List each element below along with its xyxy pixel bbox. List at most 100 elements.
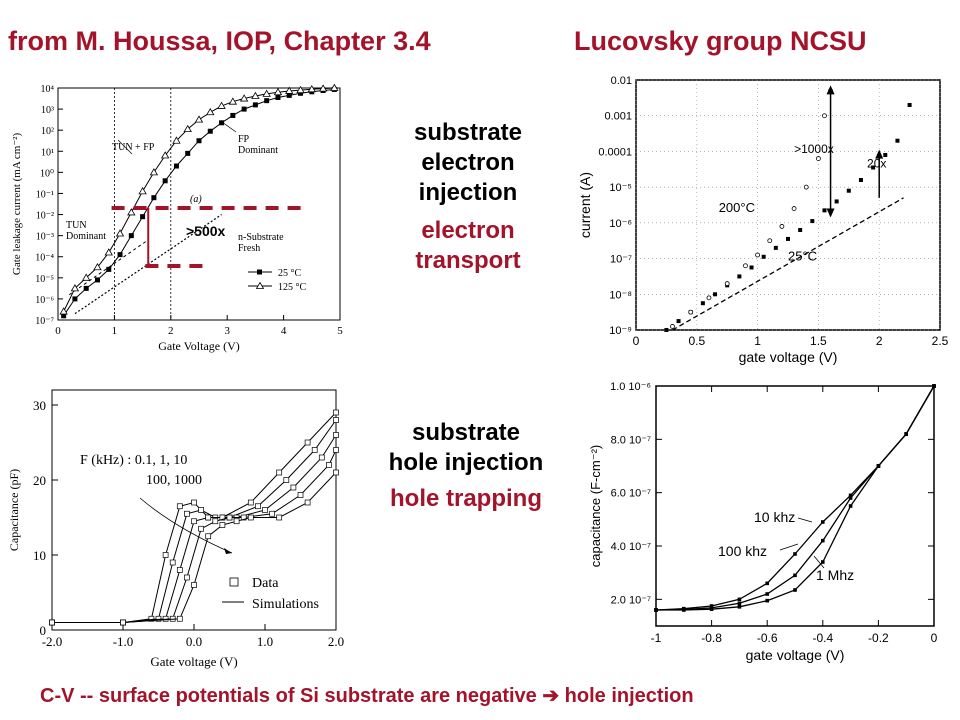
open-circle-marker — [803, 184, 809, 190]
mid-bottom-line2: hole injection — [388, 449, 544, 476]
x-tick-label: -0.4 — [812, 631, 833, 645]
open-circle-marker — [688, 309, 694, 315]
temperature-200c-label: 200°C — [719, 200, 755, 215]
y-axis-label: Gate leakage current (mA cm⁻²) — [11, 133, 23, 276]
fp-dominant-annotation: Dominant — [238, 145, 278, 156]
open-square-marker — [148, 615, 155, 622]
open-triangle-marker — [307, 84, 316, 93]
series-curve — [52, 412, 337, 623]
open-triangle-marker — [251, 91, 260, 99]
filled-square-marker — [241, 106, 247, 112]
filled-square-marker — [883, 153, 888, 157]
open-square-marker — [240, 514, 247, 521]
y-tick-label: 10 — [33, 548, 46, 563]
y-axis-label: capacitance (F-cm⁻²) — [588, 445, 603, 567]
y-tick-label: 10⁻⁵ — [35, 274, 54, 285]
filled-square-marker — [749, 265, 754, 270]
y-tick-label: 10¹ — [41, 147, 54, 158]
y-tick-label: 10³ — [41, 105, 54, 116]
open-square-marker — [169, 559, 176, 566]
substrate-annotation: n-Substrate — [238, 232, 284, 243]
legend-label-data: Data — [252, 576, 279, 591]
open-circle-marker — [724, 281, 730, 286]
mid-top-red1: electron — [421, 217, 515, 244]
mid-top-line1: substrate — [413, 119, 523, 146]
filled-square-marker — [117, 252, 123, 258]
header-right-title: Lucovsky group NCSU — [574, 26, 867, 56]
capacitance-vs-gate-voltage-chart: -2.0 -1.0 0.0 1.0 2.0 0 10 20 30 Gate voltage (V)… — [7, 389, 344, 669]
open-triangle-marker — [285, 86, 294, 94]
filled-square-marker — [737, 601, 742, 606]
x-tick-label: -0.6 — [757, 631, 778, 645]
x-tick-label: -2.0 — [42, 634, 63, 649]
filled-square-marker — [230, 112, 236, 118]
open-square-marker — [120, 619, 126, 626]
filled-square-marker — [871, 165, 876, 170]
substrate-annotation: Fresh — [238, 243, 260, 254]
filled-square-marker — [822, 208, 827, 213]
open-square-marker — [219, 514, 226, 521]
filled-square-marker — [173, 163, 179, 169]
x-tick-label: 4 — [281, 325, 287, 337]
y-tick-label: 10⁻⁹ — [609, 325, 632, 337]
y-tick-label: 2.0 10⁻⁷ — [611, 594, 651, 606]
filled-square-marker — [664, 328, 669, 332]
mid-top-line2: electron — [421, 149, 515, 176]
annotation-pointer — [117, 139, 133, 155]
y-tick-label: 4.0 10⁻⁷ — [611, 541, 651, 553]
filled-square-marker — [765, 581, 769, 586]
open-triangle-marker — [115, 229, 125, 237]
arrow-down-icon — [826, 208, 835, 218]
legend-label: 125 °C — [278, 282, 306, 293]
temperature-25c-label: 25°C — [788, 248, 817, 263]
filled-square-marker — [793, 588, 797, 592]
filled-square-marker — [765, 592, 769, 596]
open-triangle-marker — [70, 284, 80, 292]
filled-square-marker — [713, 292, 718, 297]
filled-square-marker — [286, 92, 292, 98]
x-tick-label: 3 — [224, 325, 230, 337]
open-square-marker — [304, 439, 311, 446]
mid-bottom-line1: substrate — [411, 419, 521, 446]
y-tick-label: 10⁻⁸ — [609, 289, 632, 301]
open-triangle-marker — [273, 87, 283, 96]
open-square-marker — [290, 484, 297, 491]
open-triangle-marker — [296, 85, 305, 94]
open-circle-marker — [706, 295, 712, 301]
mid-top-red2: transport — [415, 247, 521, 274]
x-axis-label: Gate Voltage (V) — [158, 339, 240, 353]
open-square-marker — [297, 492, 304, 498]
open-square-marker — [255, 503, 261, 510]
y-tick-label: 0.001 — [604, 111, 632, 123]
filled-square-marker — [737, 597, 742, 602]
filled-square-marker — [207, 128, 213, 134]
label-pointer — [813, 555, 825, 569]
x-tick-label: 2 — [168, 325, 174, 337]
open-square-marker — [262, 507, 268, 513]
filled-square-marker — [72, 296, 78, 302]
open-triangle-marker — [82, 273, 91, 281]
filled-square-marker — [700, 301, 705, 306]
x-tick-label: 0.0 — [186, 634, 202, 649]
open-circle-marker — [767, 238, 773, 244]
filled-square-marker — [848, 493, 853, 498]
panel-label: (a) — [190, 194, 202, 205]
y-tick-label: 1.0 10⁻⁶ — [610, 381, 651, 393]
plot-frame — [635, 79, 941, 331]
frequency-100khz-label: 100 khz — [718, 543, 767, 559]
open-circle-marker — [670, 324, 675, 329]
open-triangle-marker — [59, 307, 68, 315]
open-square-marker — [333, 432, 339, 438]
y-tick-label: 10⁻² — [36, 211, 54, 222]
open-triangle-marker — [172, 136, 181, 144]
y-tick-label: 10⁻³ — [36, 232, 54, 243]
filled-square-marker — [709, 607, 714, 611]
open-square-marker — [162, 552, 169, 558]
filled-square-marker — [765, 598, 769, 603]
x-tick-label: 0 — [931, 631, 938, 645]
open-circle-marker — [815, 156, 821, 161]
label-pointer — [797, 517, 813, 523]
open-square-marker — [184, 574, 190, 581]
current-vs-gate-voltage-chart: 0 0.5 1 1.5 2 2.5 10⁻⁹ 10⁻⁸ 10⁻⁷ 10⁻⁶ 10⁻⁵ 0.0001 0.… — [577, 75, 949, 365]
legend-label-simulations: Simulations — [252, 597, 319, 612]
